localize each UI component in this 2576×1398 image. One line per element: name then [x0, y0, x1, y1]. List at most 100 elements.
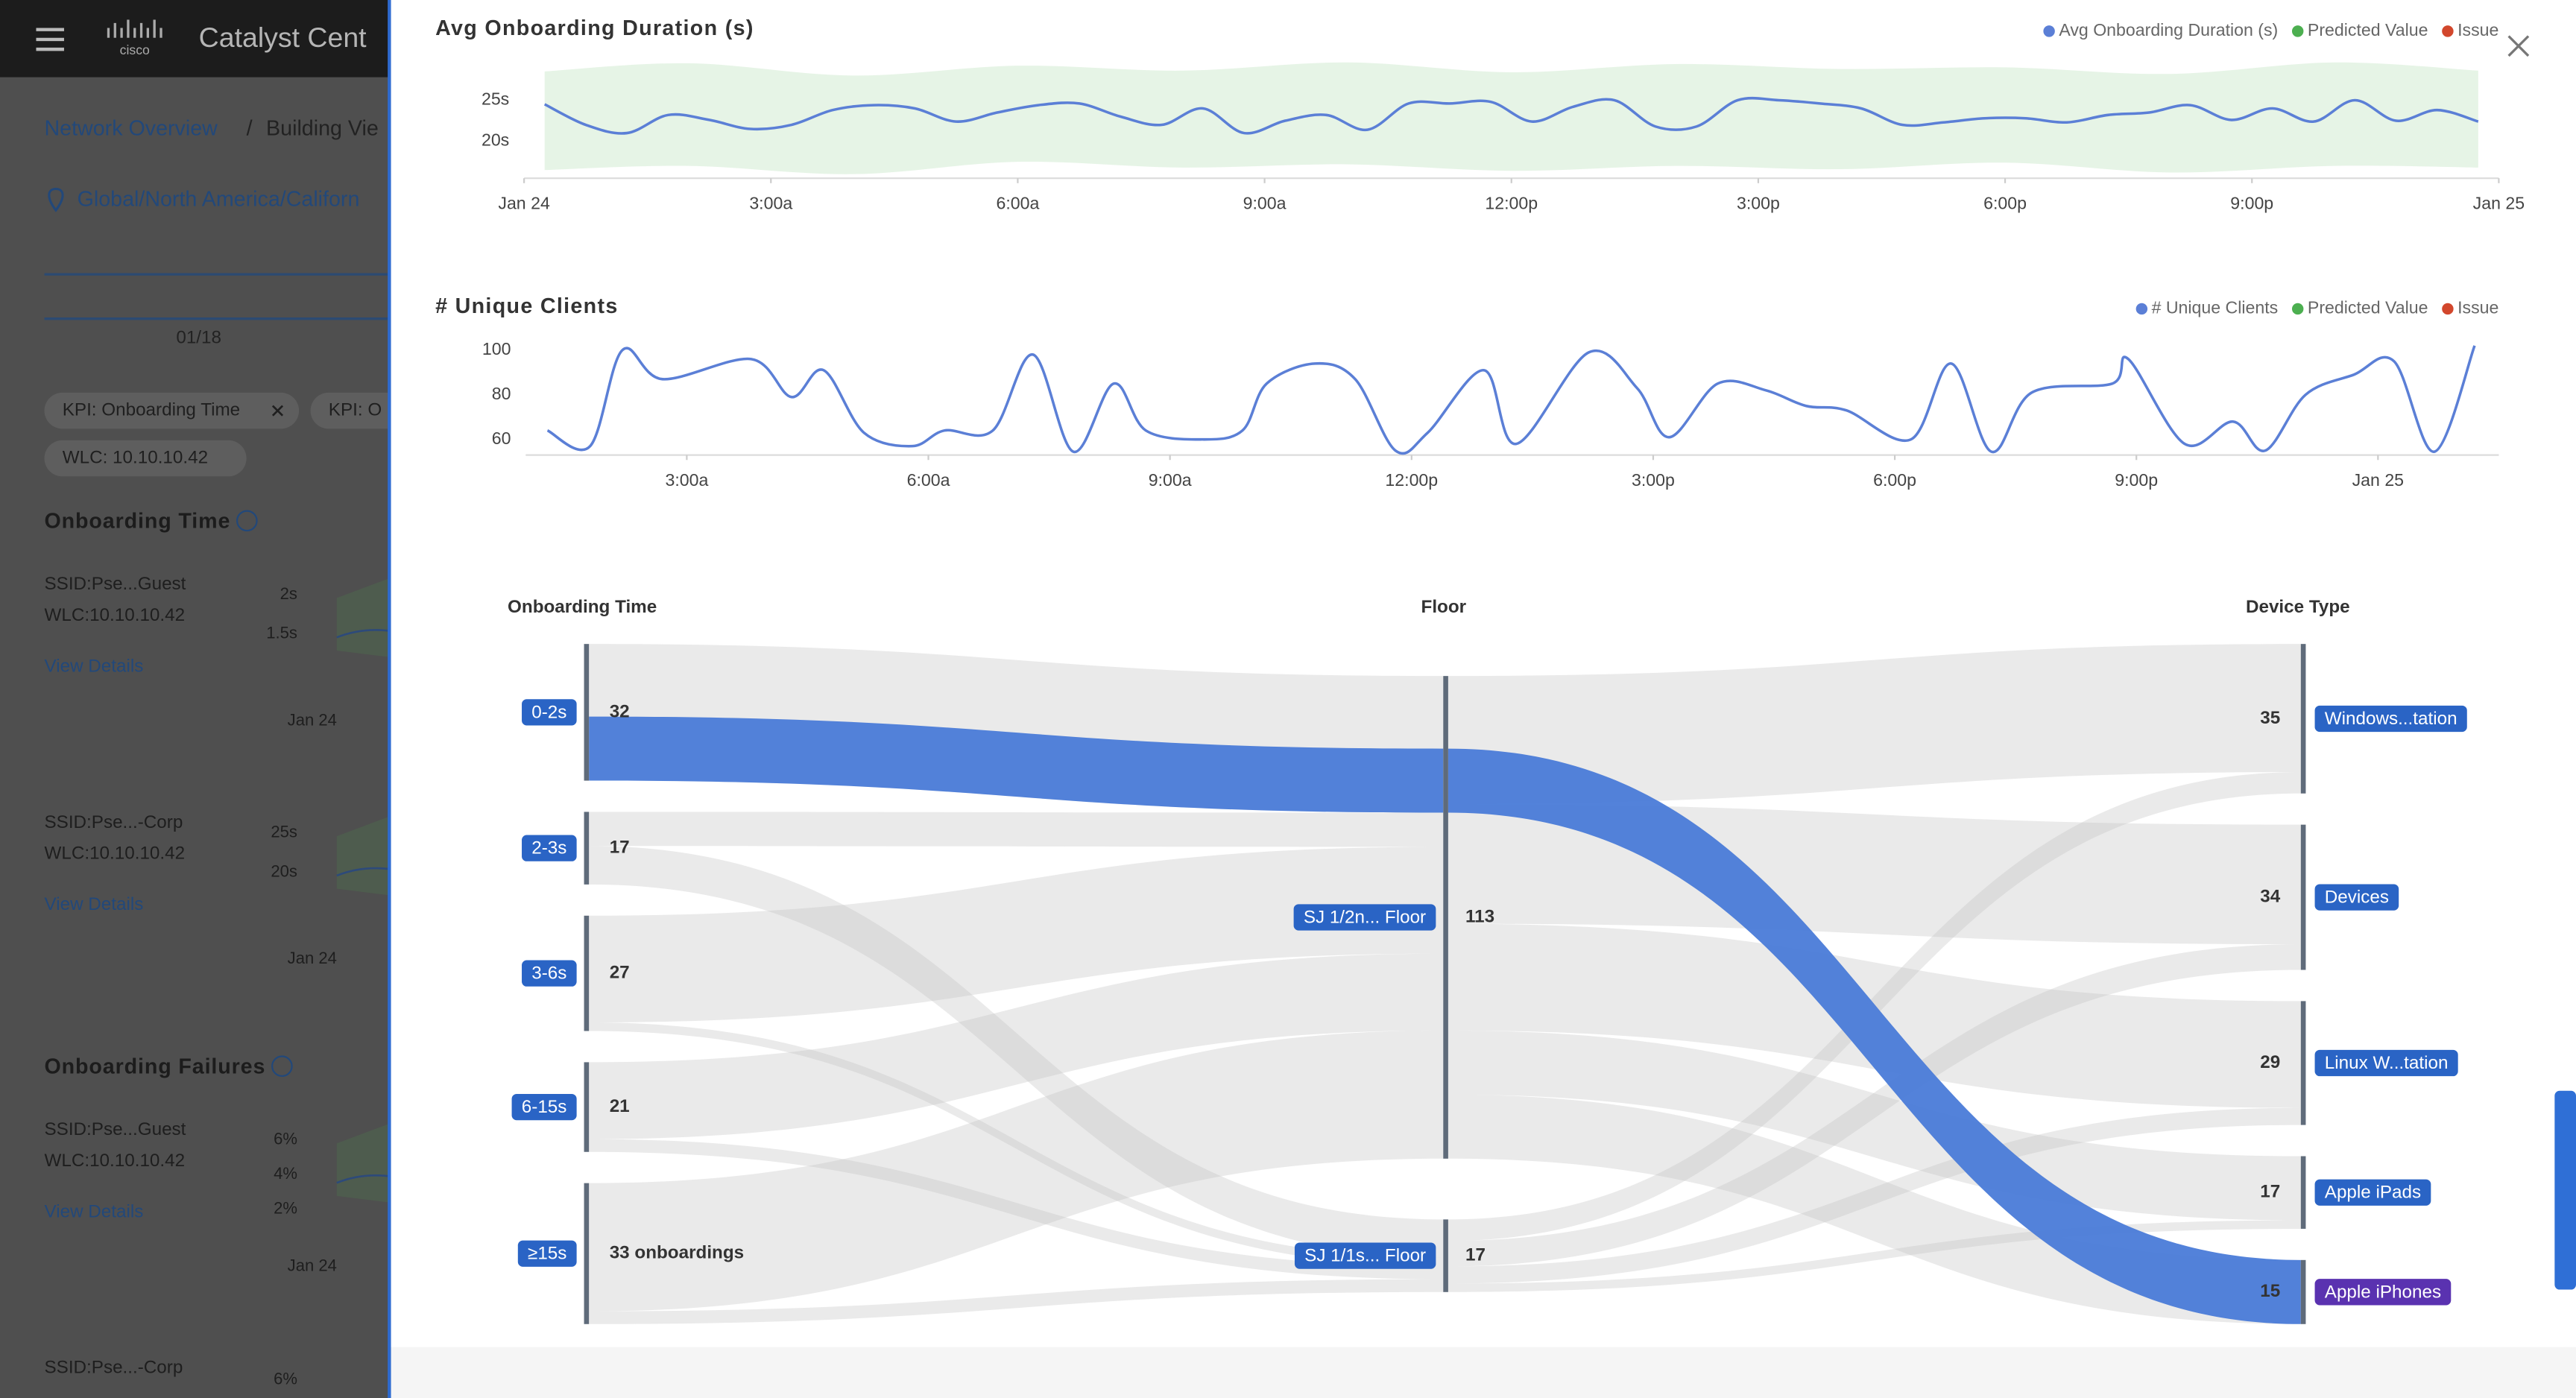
- x-tick-label: 3:00p: [1632, 470, 1675, 490]
- node-value: 17: [610, 838, 630, 858]
- sankey-link[interactable]: [1448, 1030, 2301, 1221]
- breadcrumb-link[interactable]: Network Overview: [45, 117, 218, 141]
- node-label-bg[interactable]: [1294, 1242, 1436, 1269]
- node-label-bg[interactable]: [517, 1240, 577, 1267]
- filter-chip[interactable]: [310, 392, 409, 429]
- close-button[interactable]: [2507, 35, 2530, 57]
- sankey-link[interactable]: [589, 812, 1444, 847]
- highlight-link[interactable]: [589, 716, 1444, 813]
- x-tick-label: 9:00a: [1149, 470, 1192, 490]
- date-label: 01/18: [176, 328, 221, 348]
- sankey-node[interactable]: [2300, 1259, 2306, 1324]
- card-link[interactable]: View Details: [45, 894, 144, 914]
- node-label-bg[interactable]: [522, 835, 577, 861]
- card-link[interactable]: View Details: [45, 656, 144, 676]
- card-ssid: SSID:Pse...Guest: [45, 1119, 186, 1139]
- node-label: 3-6s: [531, 964, 566, 984]
- node-value: 35: [2260, 708, 2280, 728]
- node-label-bg[interactable]: [2314, 1279, 2452, 1306]
- column-title: Floor: [1421, 597, 1467, 617]
- node-label-bg[interactable]: [2314, 1179, 2431, 1206]
- mini-tick-label: 1.5s: [266, 624, 297, 642]
- x-tick-label: 9:00p: [2115, 470, 2158, 490]
- mini-tick-label: 4%: [274, 1164, 297, 1183]
- legend-label: Issue: [2457, 20, 2498, 39]
- card-ssid: SSID:Pse...-Corp: [45, 812, 183, 832]
- card-wlc: WLC:10.10.10.42: [45, 605, 186, 625]
- cisco-logo: [107, 19, 162, 38]
- modal: [389, 0, 2576, 1398]
- filter-label: WLC: 10.10.10.42: [63, 447, 208, 467]
- sankey-link[interactable]: [1448, 644, 2301, 805]
- node-label-bg[interactable]: [2314, 884, 2399, 911]
- sankey-node[interactable]: [584, 644, 590, 781]
- sankey-node[interactable]: [1443, 1219, 1448, 1292]
- sankey-node[interactable]: [584, 1183, 590, 1324]
- card-link[interactable]: View Details: [45, 1201, 144, 1221]
- sankey-node[interactable]: [2300, 1156, 2306, 1229]
- sankey-link[interactable]: [589, 1279, 1444, 1324]
- charts: Avg Onboarding Duration (s) 20s 25s Jan 24 3…: [435, 16, 2525, 490]
- mini-tick-label: 6%: [274, 1130, 297, 1148]
- sankey-link[interactable]: [589, 1022, 1444, 1267]
- sankey-link[interactable]: [1448, 1107, 2301, 1284]
- sankey-node[interactable]: [2300, 644, 2306, 794]
- node-value: 15: [2260, 1281, 2280, 1301]
- prediction-band: [544, 62, 2478, 174]
- node-label-bg[interactable]: [2314, 1049, 2458, 1077]
- node-label-bg[interactable]: [522, 699, 577, 726]
- modal-footer: [389, 1347, 2576, 1398]
- sankey-node[interactable]: [1443, 676, 1448, 1159]
- node-value: 17: [2260, 1182, 2280, 1202]
- sankey-link[interactable]: [589, 847, 1444, 1023]
- sankey-link[interactable]: [589, 1139, 1444, 1280]
- mini-x-label: Jan 24: [288, 949, 337, 967]
- node-label-bg[interactable]: [1293, 904, 1436, 931]
- scrollbar-thumb[interactable]: [2554, 1090, 2576, 1290]
- node-label: 0-2s: [531, 702, 566, 722]
- chart-title: # Unique Clients: [435, 294, 619, 318]
- mini-line: [336, 629, 390, 639]
- x-tick-label: 3:00a: [749, 194, 792, 213]
- info-icon[interactable]: [271, 1055, 293, 1078]
- menu-button[interactable]: [36, 28, 64, 51]
- sankey-node[interactable]: [584, 812, 590, 885]
- mini-tick-label: 2%: [274, 1198, 297, 1217]
- highlight-link[interactable]: [1448, 748, 2301, 1324]
- x-tick-label: Jan 25: [2473, 194, 2525, 213]
- node-value: 27: [610, 963, 630, 983]
- sankey-link[interactable]: [589, 846, 1444, 1258]
- node-value: 113: [1465, 906, 1494, 926]
- card-ssid: SSID:Pse...-Corp: [45, 1358, 183, 1378]
- node-value: 33 onboardings: [610, 1243, 744, 1263]
- node-value: 29: [2260, 1052, 2280, 1072]
- sankey: Onboarding Time Floor Device Type 32 0-2s 17 2…: [508, 597, 2467, 1324]
- legend-swatch: [2043, 25, 2055, 37]
- sankey-link[interactable]: [1448, 944, 2301, 1267]
- sankey-link[interactable]: [1448, 1220, 2301, 1292]
- filter-remove[interactable]: [271, 405, 284, 417]
- y-tick-label: 80: [492, 384, 511, 403]
- info-icon[interactable]: [236, 510, 258, 532]
- node-label-bg[interactable]: [511, 1093, 577, 1121]
- sankey-node[interactable]: [584, 915, 590, 1031]
- column-title: Device Type: [2246, 597, 2350, 617]
- node-label: 2-3s: [531, 838, 566, 858]
- y-tick-label: 20s: [482, 130, 509, 150]
- location[interactable]: Global/North America/Californ: [78, 188, 360, 212]
- filter-chip[interactable]: [44, 392, 300, 429]
- sankey-link[interactable]: [589, 953, 1444, 1139]
- sankey-node[interactable]: [584, 1062, 590, 1152]
- sankey-node[interactable]: [2300, 1001, 2306, 1125]
- legend-swatch: [2291, 303, 2304, 315]
- node-label-bg[interactable]: [522, 960, 577, 987]
- sankey-node[interactable]: [2300, 824, 2306, 970]
- sankey-link[interactable]: [589, 1030, 1444, 1312]
- legend-label: # Unique Clients: [2152, 298, 2279, 317]
- node-label-bg[interactable]: [2314, 705, 2467, 733]
- filter-chip[interactable]: [44, 440, 247, 477]
- node-label: ≥15s: [528, 1244, 566, 1264]
- legend-swatch: [2442, 25, 2454, 37]
- x-tick-label: 6:00a: [907, 470, 950, 490]
